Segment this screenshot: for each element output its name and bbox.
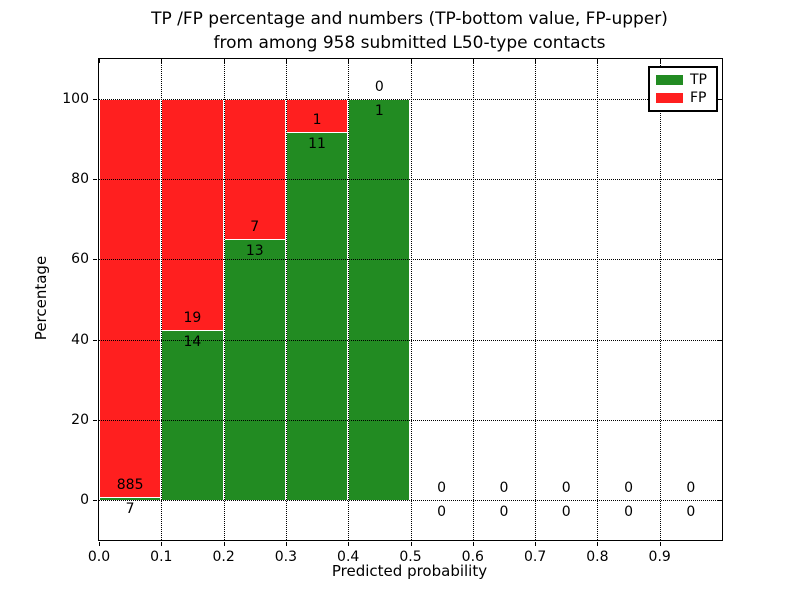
- x-tick-top: [223, 59, 225, 63]
- tp-count-label: 0: [624, 503, 634, 520]
- x-tick-label: 0.5: [399, 549, 422, 565]
- y-tick-left: [93, 419, 97, 421]
- x-tick-bottom: [285, 542, 287, 546]
- v-gridline: [535, 59, 537, 540]
- tp-count-label: 1: [374, 103, 384, 120]
- fp-count-label: 0: [624, 479, 634, 496]
- fp-bar-segment: [161, 99, 224, 330]
- fp-count-label: 0: [686, 479, 696, 496]
- tp-bar-segment: [161, 329, 224, 500]
- fp-count-label: 1: [312, 112, 322, 129]
- v-gridline: [659, 59, 661, 540]
- tp-bar-segment: [285, 132, 349, 500]
- y-tick-left: [93, 339, 97, 341]
- y-tick-left: [93, 499, 97, 501]
- x-tick-bottom: [659, 542, 661, 546]
- x-tick-bottom: [597, 542, 599, 546]
- x-tick-label: 0.8: [586, 549, 609, 565]
- tp-count-label: 13: [245, 243, 264, 260]
- y-tick-label: 80: [71, 171, 89, 188]
- x-tick-top: [472, 59, 474, 63]
- plot-area: 885 7 19 14 7 13 1 11 0 1 0 0 0 0 0 0 0 0 0 0 0 20 40 60 80 100 0.…: [62, 58, 723, 565]
- fp-count-label: 0: [561, 479, 571, 496]
- tp-count-label: 0: [686, 503, 696, 520]
- x-tick-label: 0.3: [274, 549, 298, 565]
- y-tick-label: 20: [71, 411, 89, 428]
- x-tick-label: 0.9: [648, 549, 671, 565]
- chart-title: TP /FP percentage and numbers (TP-bottom…: [98, 7, 721, 55]
- tp-bar-segment: [223, 239, 286, 500]
- chart-title-line1: TP /FP percentage and numbers (TP-bottom…: [151, 9, 668, 29]
- x-tick-top: [410, 59, 412, 63]
- y-axis-label: Percentage: [32, 255, 50, 341]
- x-tick-top: [535, 59, 537, 63]
- tp-count-label: 7: [125, 500, 135, 517]
- y-tick-right: [718, 499, 722, 501]
- legend-label-tp: TP: [690, 72, 707, 88]
- x-tick-bottom: [535, 542, 537, 546]
- v-gridline: [223, 59, 225, 540]
- v-gridline: [161, 59, 163, 540]
- x-tick-top: [348, 59, 350, 63]
- y-tick-left: [93, 179, 97, 181]
- x-tick-bottom: [348, 542, 350, 546]
- x-tick-label: 0.7: [523, 549, 547, 565]
- fp-count-label: 19: [183, 309, 202, 326]
- x-tick-label: 0.0: [87, 549, 111, 565]
- y-tick-right: [718, 259, 722, 261]
- tp-count-label: 11: [308, 136, 326, 153]
- tp-bar-segment: [99, 496, 162, 500]
- fp-count-label: 0: [374, 79, 384, 96]
- tp-bar-segment: [348, 99, 411, 500]
- v-gridline: [348, 59, 350, 540]
- legend-label-fp: FP: [690, 90, 707, 106]
- x-tick-bottom: [161, 542, 163, 546]
- legend: TP FP: [648, 66, 718, 112]
- x-tick-top: [659, 59, 661, 63]
- v-gridline: [472, 59, 474, 540]
- v-gridline: [285, 59, 287, 540]
- tp-color-swatch: [656, 75, 683, 85]
- legend-entry-tp: TP: [656, 72, 710, 88]
- v-gridline: [410, 59, 412, 540]
- fp-count-label: 0: [499, 479, 509, 496]
- tp-count-label: 0: [499, 503, 509, 520]
- x-tick-label: 0.6: [461, 549, 484, 565]
- x-tick-top: [99, 59, 100, 63]
- fp-count-label: 885: [116, 476, 144, 493]
- v-gridline: [597, 59, 599, 540]
- x-tick-bottom: [99, 542, 100, 546]
- y-tick-left: [93, 99, 97, 101]
- x-tick-top: [161, 59, 163, 63]
- y-tick-label: 60: [71, 251, 89, 268]
- x-tick-label: 0.2: [212, 549, 235, 565]
- y-tick-label: 100: [62, 91, 89, 108]
- fp-bar-segment: [223, 99, 286, 240]
- tp-count-label: 0: [437, 503, 447, 520]
- x-tick-top: [285, 59, 287, 63]
- y-tick-label: 0: [80, 491, 89, 508]
- y-tick-right: [718, 179, 722, 181]
- y-tick-right: [718, 339, 722, 341]
- x-tick-top: [597, 59, 599, 63]
- fp-bar-segment: [99, 99, 162, 497]
- tp-count-label: 0: [561, 503, 571, 520]
- x-axis-label: Predicted probability: [331, 562, 488, 580]
- y-tick-right: [718, 99, 722, 101]
- y-tick-right: [718, 419, 722, 421]
- fp-color-swatch: [656, 93, 683, 103]
- x-tick-bottom: [472, 542, 474, 546]
- fp-count-label: 0: [437, 479, 447, 496]
- fp-count-label: 7: [250, 219, 260, 236]
- x-tick-label: 0.4: [337, 549, 360, 565]
- y-tick-label: 40: [71, 331, 89, 348]
- x-tick-bottom: [223, 542, 225, 546]
- x-tick-label: 0.1: [150, 549, 173, 565]
- x-tick-bottom: [410, 542, 412, 546]
- y-tick-left: [93, 259, 97, 261]
- legend-entry-fp: FP: [656, 90, 710, 106]
- chart-title-line2: from among 958 submitted L50-type contac…: [213, 33, 606, 53]
- tp-count-label: 14: [183, 333, 202, 350]
